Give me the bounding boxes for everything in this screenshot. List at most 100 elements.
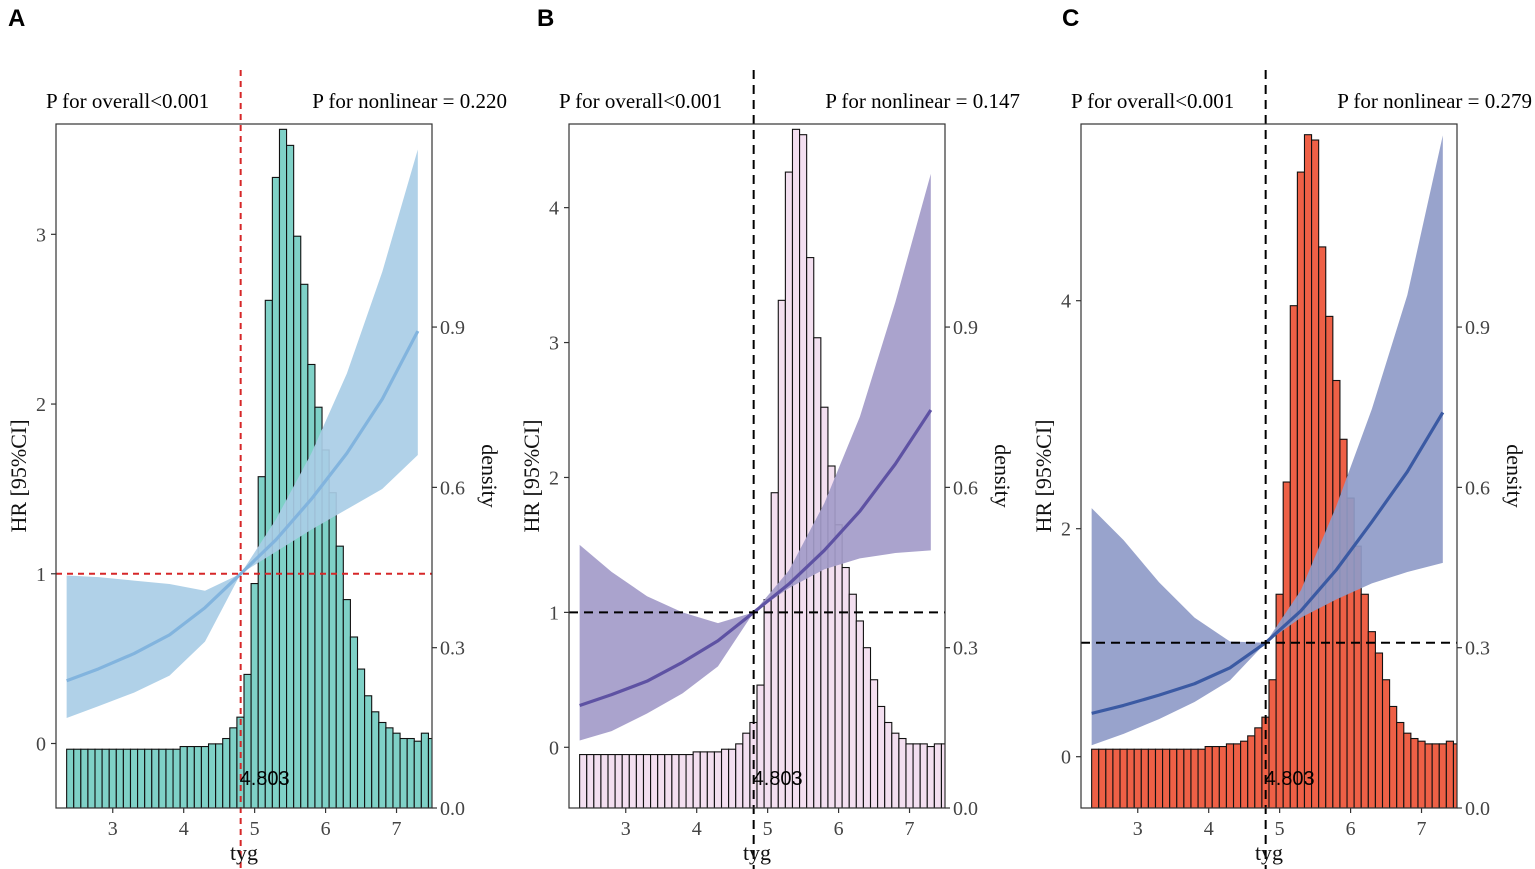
histogram-bar bbox=[66, 748, 75, 808]
x-tick-label: 6 bbox=[834, 818, 844, 840]
histogram-bar bbox=[471, 744, 478, 808]
x-tick-label: 5 bbox=[250, 818, 260, 840]
confidence-band bbox=[66, 149, 418, 719]
histogram-bar bbox=[158, 748, 167, 808]
density-tick-label: 0.6 bbox=[1465, 477, 1490, 499]
histogram-bar bbox=[692, 751, 701, 808]
histogram-bar bbox=[193, 745, 202, 808]
histogram-bar bbox=[179, 745, 188, 808]
histogram-bar bbox=[1374, 652, 1384, 808]
histogram-bar bbox=[593, 754, 602, 808]
x-tick-label: 6 bbox=[321, 818, 331, 840]
y-axis-title: HR [95%CI] bbox=[6, 419, 31, 532]
histogram-bar bbox=[172, 748, 181, 808]
histogram-bar bbox=[186, 745, 195, 808]
histogram-bar bbox=[1211, 745, 1220, 808]
histogram-bar bbox=[335, 545, 344, 808]
y-tick-label: 0 bbox=[549, 737, 559, 759]
histogram-bar bbox=[1282, 481, 1291, 808]
histogram-bar bbox=[1247, 735, 1256, 808]
histogram-bar bbox=[621, 754, 630, 808]
density-tick-label: 0.3 bbox=[440, 638, 465, 660]
histogram-bar bbox=[200, 745, 210, 808]
histogram-bar bbox=[478, 744, 485, 808]
p-nonlinear-label: P for nonlinear = 0.279 bbox=[1337, 89, 1532, 113]
histogram-bar bbox=[300, 283, 309, 808]
histogram-bar bbox=[891, 732, 900, 808]
histogram-bar bbox=[413, 740, 422, 808]
histogram-bar bbox=[87, 748, 96, 808]
histogram-bar bbox=[777, 299, 786, 808]
x-tick-label: 5 bbox=[763, 818, 773, 840]
x-axis-title: tyg bbox=[1255, 840, 1283, 865]
histogram-bar bbox=[1154, 748, 1164, 808]
histogram-bar bbox=[151, 748, 160, 808]
y-tick-label: 1 bbox=[36, 564, 46, 586]
histogram-bar bbox=[492, 744, 499, 808]
histogram-bar bbox=[1091, 748, 1100, 808]
histogram-bar bbox=[642, 754, 652, 808]
histogram-bar bbox=[1438, 743, 1447, 808]
histogram-bar bbox=[1296, 171, 1306, 808]
histogram-bar bbox=[1112, 748, 1121, 808]
density-tick-label: 0.0 bbox=[440, 798, 465, 820]
histogram-bar bbox=[1367, 631, 1376, 808]
histogram-bar bbox=[406, 737, 415, 808]
histogram-bar bbox=[165, 748, 174, 808]
histogram-bar bbox=[799, 134, 808, 808]
cutoff-label: 4.803 bbox=[240, 768, 290, 790]
histogram-bar bbox=[1190, 748, 1199, 808]
confidence-band bbox=[579, 173, 931, 741]
histogram-bar bbox=[1105, 748, 1114, 808]
density-tick-label: 0.6 bbox=[440, 477, 465, 499]
plot-area bbox=[579, 128, 1005, 808]
density-tick-label: 0.9 bbox=[953, 317, 978, 339]
p-nonlinear-label: P for nonlinear = 0.220 bbox=[312, 89, 507, 113]
cutoff-label: 4.803 bbox=[753, 768, 803, 790]
histogram-bar bbox=[420, 732, 429, 808]
y-tick-label: 0 bbox=[1061, 747, 1071, 769]
histogram-bar bbox=[635, 754, 645, 808]
histogram-bar bbox=[912, 743, 921, 808]
histogram-bar bbox=[869, 679, 879, 808]
histogram-bar bbox=[356, 668, 366, 808]
y-tick-label: 3 bbox=[36, 224, 46, 246]
histogram-bar bbox=[108, 748, 117, 808]
histogram-bar bbox=[791, 128, 801, 808]
histogram-bar bbox=[706, 751, 715, 808]
histogram-bar bbox=[342, 599, 351, 808]
density-tick-label: 0.3 bbox=[1465, 638, 1490, 660]
histogram-bar bbox=[834, 524, 843, 808]
histogram-bar bbox=[378, 721, 387, 808]
histogram-bar bbox=[1503, 747, 1510, 808]
histogram-bar bbox=[628, 754, 637, 808]
histogram-bar bbox=[349, 636, 359, 808]
x-tick-label: 6 bbox=[1346, 818, 1356, 840]
histogram-bar bbox=[614, 754, 623, 808]
plot-frame bbox=[55, 123, 433, 809]
plot-frame bbox=[1080, 123, 1458, 809]
histogram-bar bbox=[1232, 743, 1242, 808]
histogram-bar bbox=[671, 754, 680, 808]
p-overall-label: P for overall<0.001 bbox=[46, 89, 209, 113]
histogram-bar bbox=[73, 748, 82, 808]
x-axis-title: tyg bbox=[743, 840, 771, 865]
histogram-bar bbox=[650, 754, 659, 808]
histogram-bar bbox=[1410, 737, 1419, 808]
y-axis-title: HR [95%CI] bbox=[519, 419, 544, 532]
histogram-bar bbox=[1517, 744, 1524, 808]
x-tick-label: 4 bbox=[1204, 818, 1214, 840]
histogram-bar bbox=[998, 749, 1005, 808]
histogram-bar bbox=[307, 363, 316, 808]
histogram-bar bbox=[905, 743, 914, 808]
histogram-bar bbox=[720, 748, 730, 808]
histogram-bar bbox=[579, 754, 588, 808]
histogram-bar bbox=[784, 171, 794, 808]
histogram-bar bbox=[919, 743, 928, 808]
histogram-bar bbox=[884, 721, 893, 808]
histogram-bar bbox=[855, 620, 864, 808]
x-tick-label: 7 bbox=[905, 818, 915, 840]
histogram-bar bbox=[1431, 743, 1440, 808]
histogram-bar bbox=[271, 176, 281, 808]
